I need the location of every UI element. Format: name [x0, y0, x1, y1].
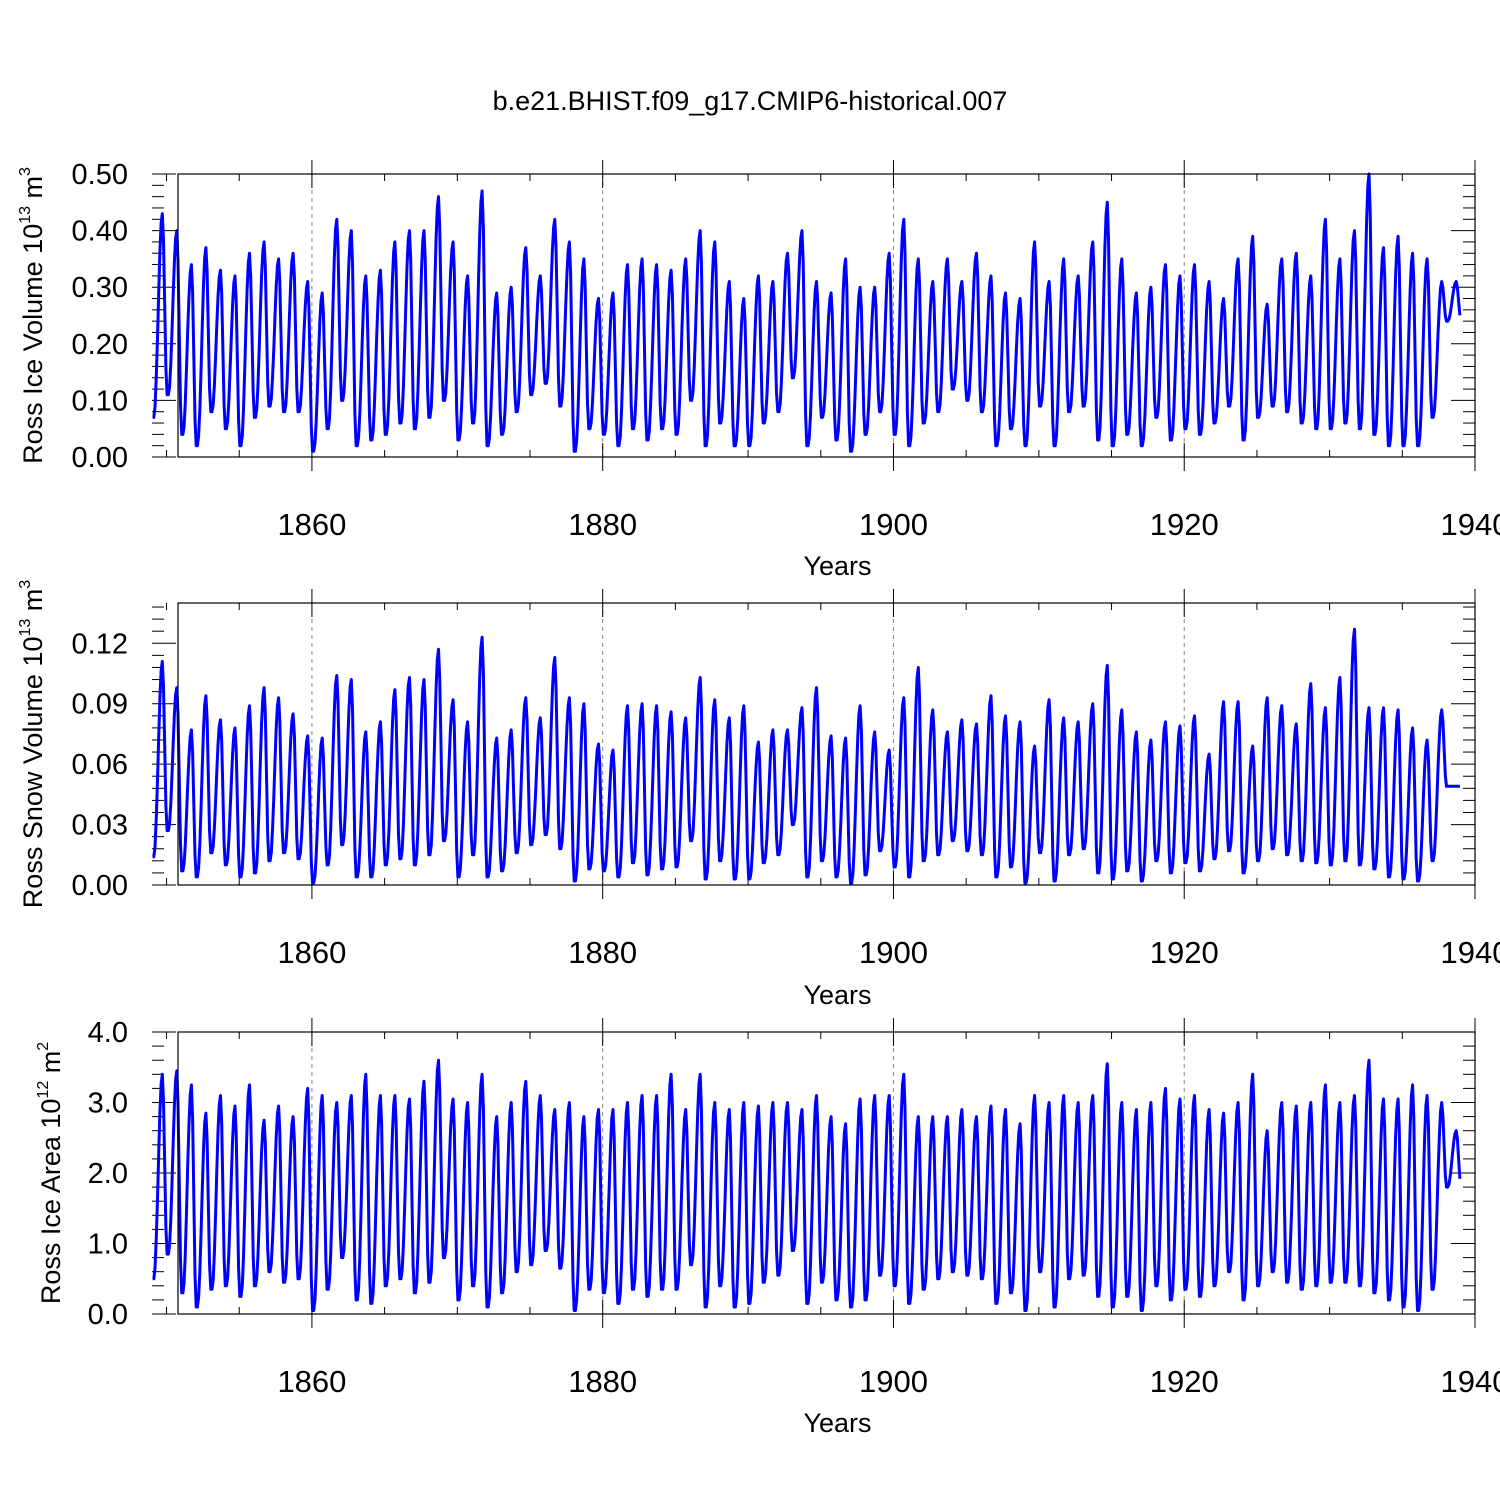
- x-tick-label: 1860: [277, 1364, 346, 1399]
- series-line: [152, 1058, 1462, 1312]
- y-tick-label: 0.30: [72, 272, 128, 304]
- y-tick-label: 4.0: [88, 1017, 128, 1049]
- plot-frame: [177, 173, 1476, 458]
- x-tick-label: 1880: [568, 1364, 637, 1399]
- plot-frame: [177, 1031, 1476, 1315]
- x-tick-label: 1900: [859, 507, 928, 542]
- y-axis-label: Ross Snow Volume 1013 m3: [17, 580, 48, 908]
- y-tick-label: 0.00: [72, 442, 128, 474]
- x-tick-label: 1920: [1150, 507, 1219, 542]
- y-axis-label: Ross Ice Volume 1013 m3: [17, 167, 48, 464]
- panel-snow-volume: 0.00 0.03 0.06 0.09 0.12 1860 1880 1900 1920 1940…: [17, 580, 1500, 1010]
- x-axis-label: Years: [803, 1408, 871, 1438]
- y-tick-label: 2.0: [88, 1158, 128, 1190]
- plot-frame: [177, 602, 1476, 886]
- x-tick-label: 1880: [568, 935, 637, 970]
- y-tick-label: 0.50: [72, 159, 128, 191]
- x-axis-label: Years: [803, 551, 871, 581]
- y-axis-label: Ross Ice Area 1012 m2: [35, 1042, 66, 1304]
- y-tick-label: 0.12: [72, 628, 128, 660]
- series-line: [152, 172, 1462, 453]
- x-tick-label: 1940: [1441, 935, 1500, 970]
- y-tick-label: 0.00: [72, 870, 128, 902]
- x-axis-label: Years: [803, 980, 871, 1010]
- y-tick-label: 0.0: [88, 1299, 128, 1331]
- x-tick-label: 1900: [859, 1364, 928, 1399]
- figure-title: b.e21.BHIST.f09_g17.CMIP6-historical.007: [493, 86, 1008, 116]
- x-tick-label: 1860: [277, 507, 346, 542]
- x-tick-label: 1920: [1150, 935, 1219, 970]
- panel-ice-volume: 0.00 0.10 0.20 0.30 0.40 0.50 1860 1880 1900 1920…: [17, 159, 1500, 581]
- x-tick-label: 1880: [568, 507, 637, 542]
- y-tick-label: 0.06: [72, 749, 128, 781]
- panel-ice-area: 0.0 1.0 2.0 3.0 4.0 1860 1880 1900 1920 1940 Ross…: [35, 1017, 1500, 1438]
- y-tick-label: 0.09: [72, 689, 128, 721]
- series-line: [152, 627, 1461, 885]
- x-tick-label: 1920: [1150, 1364, 1219, 1399]
- y-tick-label: 0.03: [72, 810, 128, 842]
- x-tick-label: 1860: [277, 935, 346, 970]
- y-tick-label: 3.0: [88, 1088, 128, 1120]
- x-tick-label: 1900: [859, 935, 928, 970]
- y-tick-label: 1.0: [88, 1229, 128, 1261]
- y-tick-label: 0.20: [72, 329, 128, 361]
- x-tick-label: 1940: [1441, 1364, 1500, 1399]
- y-tick-label: 0.10: [72, 385, 128, 417]
- x-tick-label: 1940: [1441, 507, 1500, 542]
- y-tick-label: 0.40: [72, 216, 128, 248]
